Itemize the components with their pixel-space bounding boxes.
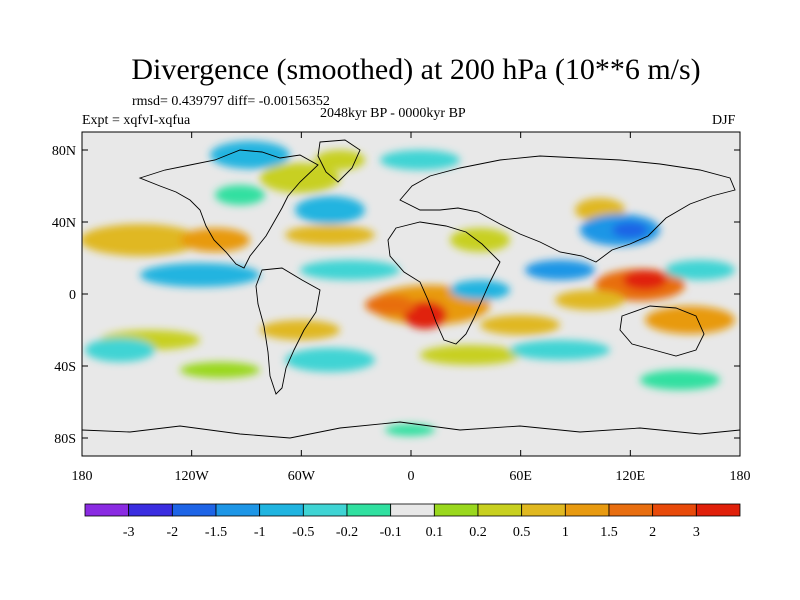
anomaly-positive [623,270,667,290]
lon-label: 120W [175,469,210,484]
anomaly-negative [210,141,290,169]
experiment-label: Expt = xqfvI-xqfua [82,113,191,128]
anomaly-positive [420,345,520,365]
colorbar-swatch [564,503,610,517]
anomaly-negative [640,370,720,390]
season-label: DJF [712,113,736,128]
coastlines [82,139,740,439]
coastline-greenland [317,139,361,183]
latitude-axis: 80N 40N 0 40S 80S [52,144,740,447]
anomaly-positive [260,320,340,340]
anomaly-positive [285,225,375,245]
anomaly-negative [665,260,735,280]
colorbar-swatch [128,503,173,517]
anomaly-negative [285,348,375,372]
anomaly-positive [315,150,365,170]
anomaly-negative [140,263,260,287]
colorbar-swatch [259,503,304,517]
colorbar-label: 1 [562,525,569,540]
anomaly-negative [525,260,595,280]
colorbar-swatch [171,503,217,517]
anomaly-positive [180,362,260,378]
colorbar-swatch [433,503,479,517]
colorbar-label: 1.5 [600,525,618,540]
stats-label: rmsd= 0.439797 diff= -0.00156352 [132,94,330,109]
colorbar-swatch [346,503,392,517]
anomaly-negative [612,222,648,238]
coastline-australia [619,305,705,357]
anomaly-positive [480,315,560,335]
colorbar-label: 3 [693,525,700,540]
lon-label: 60E [509,469,532,484]
anomaly-positive [260,163,340,193]
lat-label: 0 [69,288,76,303]
colorbar-label: 0.2 [469,525,487,540]
lon-label: 180 [72,469,93,484]
lon-label: 0 [408,469,415,484]
colorbar-swatch [608,503,654,517]
colorbar-label: 2 [649,525,656,540]
lat-label: 40N [52,216,76,231]
coastline-north-america [138,149,319,269]
colorbar-label: 0.1 [426,525,444,540]
anomaly-positive [82,224,200,256]
coastline-europe-asia [399,155,736,263]
anomaly-positive [365,295,415,315]
colorbar-swatch [390,503,435,517]
lon-label: 180 [730,469,751,484]
colorbar-label: -2 [166,525,178,540]
anomaly-positive [450,228,510,252]
colorbar-label: -3 [123,525,135,540]
colorbar-label: -0.5 [292,525,314,540]
anomaly-positive [180,228,250,252]
colorbar-label: -1.5 [205,525,227,540]
colorbar-label: 0.5 [513,525,531,540]
anomaly-negative [300,260,400,280]
lon-label: 60W [288,469,316,484]
colorbar-swatch [477,503,523,517]
anomaly-negative [380,150,460,170]
colorbar-swatch [521,503,566,517]
coastline-africa [387,221,501,345]
colorbar-swatch [215,503,261,517]
colorbar-swatch [695,503,741,517]
lon-label: 120E [616,469,646,484]
anomaly-negative [385,424,435,436]
colorbar-label: -0.2 [336,525,358,540]
anomaly-negative [295,196,365,224]
period-label: 2048kyr BP - 0000kyr BP [320,106,466,121]
colorbar-swatch [302,503,348,517]
anomaly-positive [555,290,625,310]
map-title: Divergence (smoothed) at 200 hPa (10**6 … [131,53,701,86]
lat-label: 80N [52,144,76,159]
colorbar-label: -0.1 [380,525,402,540]
colorbar: -3 -2 -1.5 -1 -0.5 -0.2 -0.1 0.1 0.2 0.5 1 1.5 2 3 [84,503,741,540]
coastline-south-america [255,267,321,395]
anomaly-negative [215,185,265,205]
divergence-field [82,141,735,436]
anomaly-negative [450,280,510,300]
longitude-axis: 180 120W 60W 0 60E 120E 180 [72,132,751,484]
anomaly-negative [85,338,155,362]
lat-label: 40S [54,360,76,375]
colorbar-swatch [84,503,130,517]
lat-label: 80S [54,432,76,447]
anomaly-positive [645,306,735,334]
coastline-antarctica [82,421,740,439]
anomaly-negative [510,340,610,360]
colorbar-label: -1 [254,525,266,540]
colorbar-swatch [652,503,697,517]
